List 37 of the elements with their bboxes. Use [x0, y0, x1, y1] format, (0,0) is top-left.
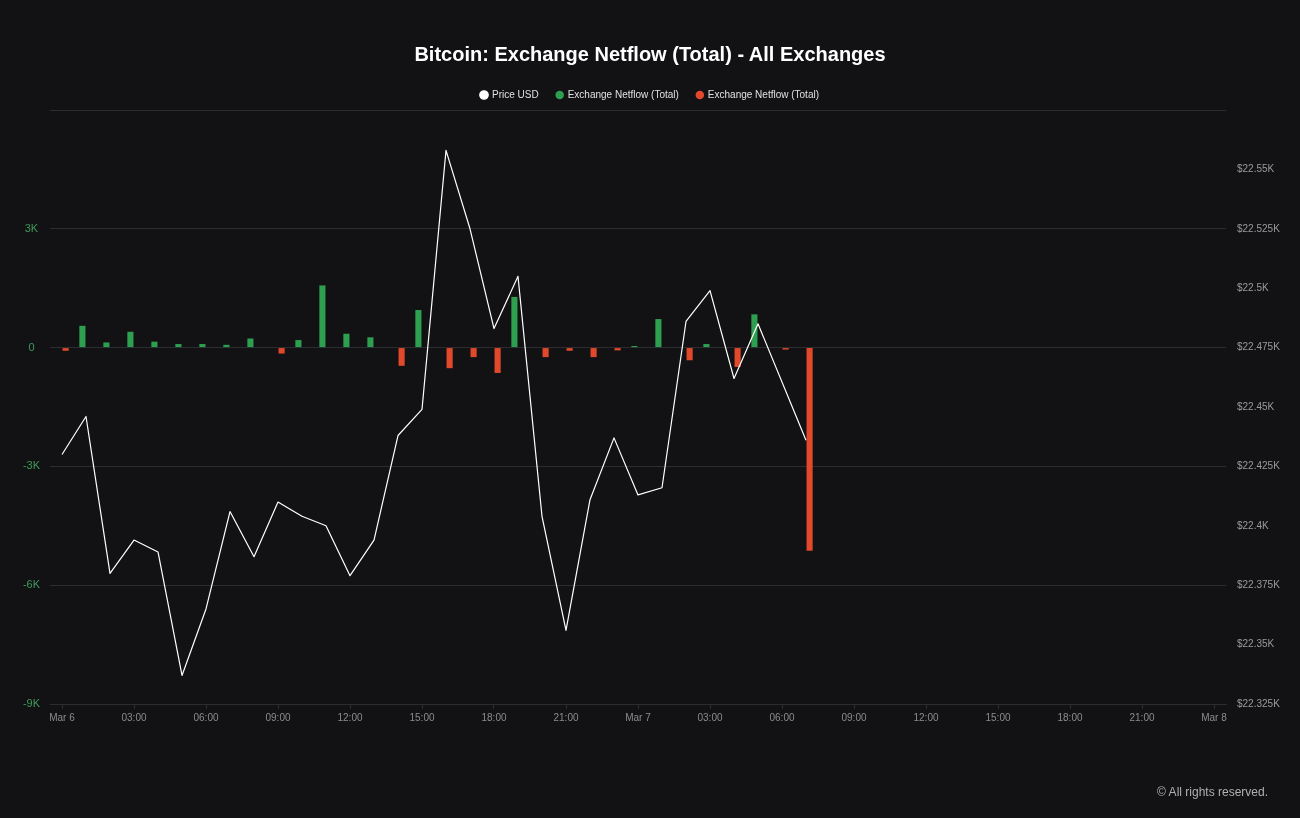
x-tick-label: 15:00 — [985, 711, 1011, 723]
y2-tick-label: $22.475K — [1237, 341, 1281, 353]
x-tick-label: 09:00 — [841, 711, 867, 723]
x-tick-label: 12:00 — [913, 711, 939, 723]
y2-tick-label: $22.525K — [1237, 222, 1281, 234]
y-tick-label: -6K — [22, 578, 41, 591]
y2-tick-label: $22.5K — [1237, 281, 1270, 293]
x-tick-label: Mar 7 — [625, 711, 652, 723]
y2-tick-label: $22.35K — [1237, 638, 1275, 650]
legend-label: Exchange Netflow (Total) — [707, 88, 820, 100]
x-tick-label: 15:00 — [409, 711, 435, 723]
x-tick-label: 06:00 — [193, 711, 219, 723]
y2-tick-label: $22.325K — [1237, 697, 1281, 709]
y-tick-label: -3K — [22, 459, 41, 472]
y2-tick-label: $22.4K — [1237, 519, 1270, 531]
legend-label: Exchange Netflow (Total) — [567, 88, 679, 100]
x-tick-label: 12:00 — [337, 711, 363, 723]
x-tick-label: 03:00 — [697, 711, 723, 723]
y2-tick-label: $22.375K — [1237, 578, 1281, 590]
x-tick-label: Mar 6 — [49, 711, 76, 723]
x-tick-label: 18:00 — [1057, 711, 1083, 723]
y-tick-label: 0 — [28, 340, 35, 353]
y-tick-label: 3K — [24, 221, 39, 234]
x-tick-label: 06:00 — [769, 711, 795, 723]
x-tick-label: Mar 8 — [1201, 711, 1228, 723]
y2-tick-label: $22.425K — [1237, 460, 1281, 472]
y-tick-label: -9K — [22, 697, 41, 710]
x-tick-label: 21:00 — [1129, 711, 1155, 723]
x-tick-label: 21:00 — [553, 711, 579, 723]
chart-title: Bitcoin: Exchange Netflow (Total) - All Exchanges — [414, 42, 886, 65]
x-tick-label: 09:00 — [265, 711, 291, 723]
y2-tick-label: $22.45K — [1237, 400, 1275, 412]
x-tick-label: 03:00 — [121, 711, 147, 723]
x-tick-label: 18:00 — [481, 711, 507, 723]
text: © All rights reserved. — [1157, 785, 1268, 800]
legend-label: Price USD — [492, 88, 539, 100]
y2-tick-label: $22.55K — [1237, 163, 1275, 175]
